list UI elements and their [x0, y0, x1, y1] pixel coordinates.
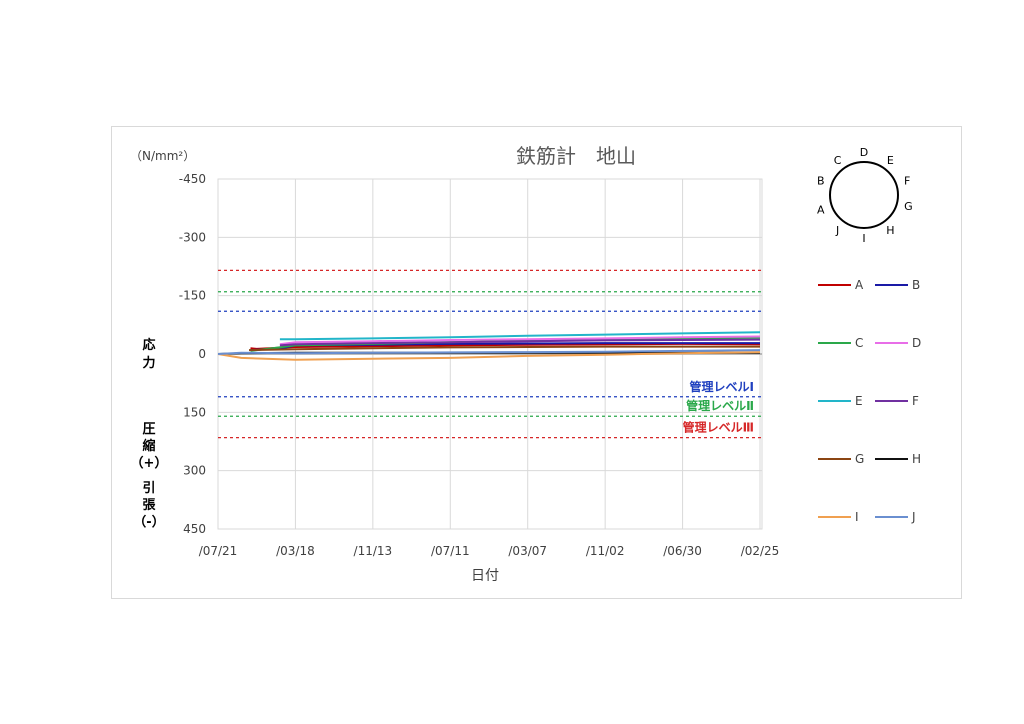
- series-line-J: [217, 349, 761, 355]
- circle-label: F: [904, 174, 910, 187]
- circle-label: G: [904, 200, 913, 213]
- x-tick-label: /03/07: [508, 544, 547, 558]
- legend-label-A: A: [855, 278, 864, 292]
- y-label-char: （-）: [133, 514, 164, 530]
- y-tick-label: -450: [179, 172, 206, 186]
- plot-ticks: -450 -300 -150 0 150 300 450/07/21/03/18/11/13…: [179, 172, 780, 558]
- legend: A B C D E F G H I J: [818, 278, 921, 524]
- y-tick-label: 0: [198, 347, 206, 361]
- x-tick-label: /03/18: [276, 544, 315, 558]
- series-line-G: [248, 345, 760, 352]
- y-tick-label: -150: [179, 289, 206, 303]
- level-label: 管理レベルⅡ: [686, 398, 754, 413]
- circle-label: C: [834, 154, 842, 167]
- y-tick-label: -300: [179, 230, 206, 244]
- y-label-char: 圧: [142, 422, 155, 437]
- circle-label: H: [886, 224, 894, 237]
- circle-label: B: [817, 174, 825, 187]
- unit-label: （N/mm²）: [130, 149, 195, 163]
- circle-label: J: [835, 224, 839, 237]
- tunnel-circle: [829, 161, 899, 229]
- circle-label: E: [887, 154, 894, 167]
- level-label: 管理レベルⅢ: [683, 420, 754, 435]
- x-tick-label: /11/02: [586, 544, 625, 558]
- legend-label-J: J: [911, 510, 916, 524]
- y-label-char: （+）: [131, 455, 168, 471]
- series-line-D: [279, 335, 761, 346]
- y-tick-label: 450: [183, 522, 206, 536]
- x-axis-label: 日付: [471, 568, 499, 584]
- y-label-char: 張: [142, 498, 156, 513]
- legend-label-B: B: [912, 278, 920, 292]
- legend-label-I: I: [855, 510, 859, 524]
- chart-svg: 鉄筋計 地山 （N/mm²） 管理レベルⅠ 管理レベルⅡ 管理レベルⅢ -450 -3…: [130, 144, 921, 584]
- y-tick-label: 150: [183, 405, 206, 419]
- x-tick-label: /06/30: [663, 544, 702, 558]
- series-line-I: [217, 351, 761, 361]
- legend-label-H: H: [912, 452, 921, 466]
- y-label-char: 引: [142, 481, 155, 496]
- legend-label-C: C: [855, 336, 863, 350]
- circle-label: A: [817, 204, 825, 217]
- x-tick-label: /07/21: [199, 544, 238, 558]
- legend-label-D: D: [912, 336, 921, 350]
- x-tick-label: /07/11: [431, 544, 470, 558]
- circle-label: D: [860, 146, 868, 159]
- chart-title: 鉄筋計 地山: [516, 144, 636, 168]
- plot-series: [217, 331, 761, 361]
- y-label-char: 力: [142, 355, 155, 371]
- plot-levels: 管理レベルⅠ 管理レベルⅡ 管理レベルⅢ: [218, 269, 762, 439]
- y-label-char: 応: [142, 337, 155, 353]
- series-line-F: [279, 338, 761, 347]
- x-tick-label: /11/13: [354, 544, 393, 558]
- level-label: 管理レベルⅠ: [690, 379, 754, 394]
- x-tick-label: /02/25: [741, 544, 780, 558]
- chart-frame: 鉄筋計 地山 （N/mm²） 管理レベルⅠ 管理レベルⅡ 管理レベルⅢ -450 -3…: [111, 126, 962, 599]
- y-tick-label: 300: [183, 464, 206, 478]
- circle-label: I: [862, 232, 865, 245]
- y-label-char: 縮: [142, 438, 155, 454]
- legend-label-E: E: [855, 394, 863, 408]
- legend-label-F: F: [912, 394, 919, 408]
- legend-label-G: G: [855, 452, 864, 466]
- series-line-E: [279, 331, 761, 341]
